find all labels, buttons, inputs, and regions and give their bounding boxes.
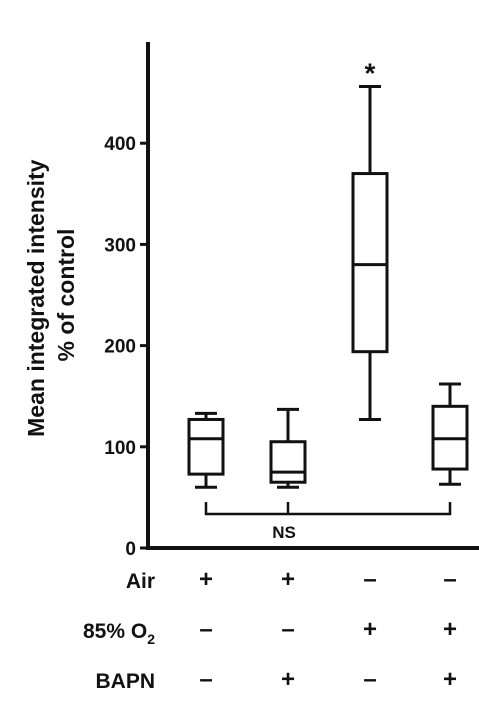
ns-label: NS bbox=[272, 523, 296, 542]
box-group-2 bbox=[269, 407, 307, 489]
y-ticks: 0 100 200 300 400 bbox=[104, 134, 148, 560]
ns-bracket bbox=[204, 502, 452, 516]
box-group-4 bbox=[431, 382, 469, 486]
condition-sign-2-1: – bbox=[199, 616, 212, 643]
condition-label-1: Air bbox=[126, 570, 155, 593]
y-axis-label: Mean integrated intensity % of control bbox=[23, 153, 79, 437]
condition-sign-3-1: – bbox=[199, 666, 212, 693]
y-tick-label-200: 200 bbox=[104, 337, 136, 358]
box-group-1 bbox=[187, 411, 225, 489]
axes bbox=[146, 42, 479, 550]
condition-label-text: Air bbox=[126, 570, 155, 593]
y-tick-label-300: 300 bbox=[104, 235, 136, 256]
y-tick-label-100: 100 bbox=[104, 438, 136, 459]
condition-label-text: BAPN bbox=[95, 670, 155, 693]
y-axis-label-line-1: Mean integrated intensity bbox=[23, 159, 49, 437]
condition-label-subscript: 2 bbox=[147, 631, 155, 647]
condition-sign-2-3: + bbox=[363, 616, 377, 643]
condition-label-2: 85% O2 bbox=[83, 620, 155, 647]
condition-sign-1-1: + bbox=[199, 566, 213, 593]
significance-star: * bbox=[365, 58, 376, 89]
condition-sign-2-4: + bbox=[443, 616, 457, 643]
y-tick-label-0: 0 bbox=[125, 539, 136, 560]
condition-sign-1-3: – bbox=[363, 566, 376, 593]
box-iqr bbox=[269, 440, 307, 484]
box-iqr bbox=[187, 417, 225, 476]
condition-sign-3-3: – bbox=[363, 666, 376, 693]
condition-sign-1-4: – bbox=[443, 566, 456, 593]
condition-label-3: BAPN bbox=[95, 670, 155, 693]
boxes bbox=[187, 85, 469, 489]
y-tick-label-400: 400 bbox=[104, 134, 136, 155]
condition-sign-1-2: + bbox=[281, 566, 295, 593]
box-group-3 bbox=[351, 85, 389, 421]
annotations: * NS bbox=[204, 58, 452, 542]
condition-sign-2-2: – bbox=[281, 616, 294, 643]
condition-table: Air + + – – 85% O2 – – + + BAPN – + – + bbox=[83, 566, 457, 693]
condition-sign-3-2: + bbox=[281, 666, 295, 693]
y-axis-label-line-2: % of control bbox=[53, 229, 79, 362]
condition-sign-3-4: + bbox=[443, 666, 457, 693]
box-iqr bbox=[351, 172, 389, 354]
condition-label-text: 85% O bbox=[83, 620, 147, 643]
